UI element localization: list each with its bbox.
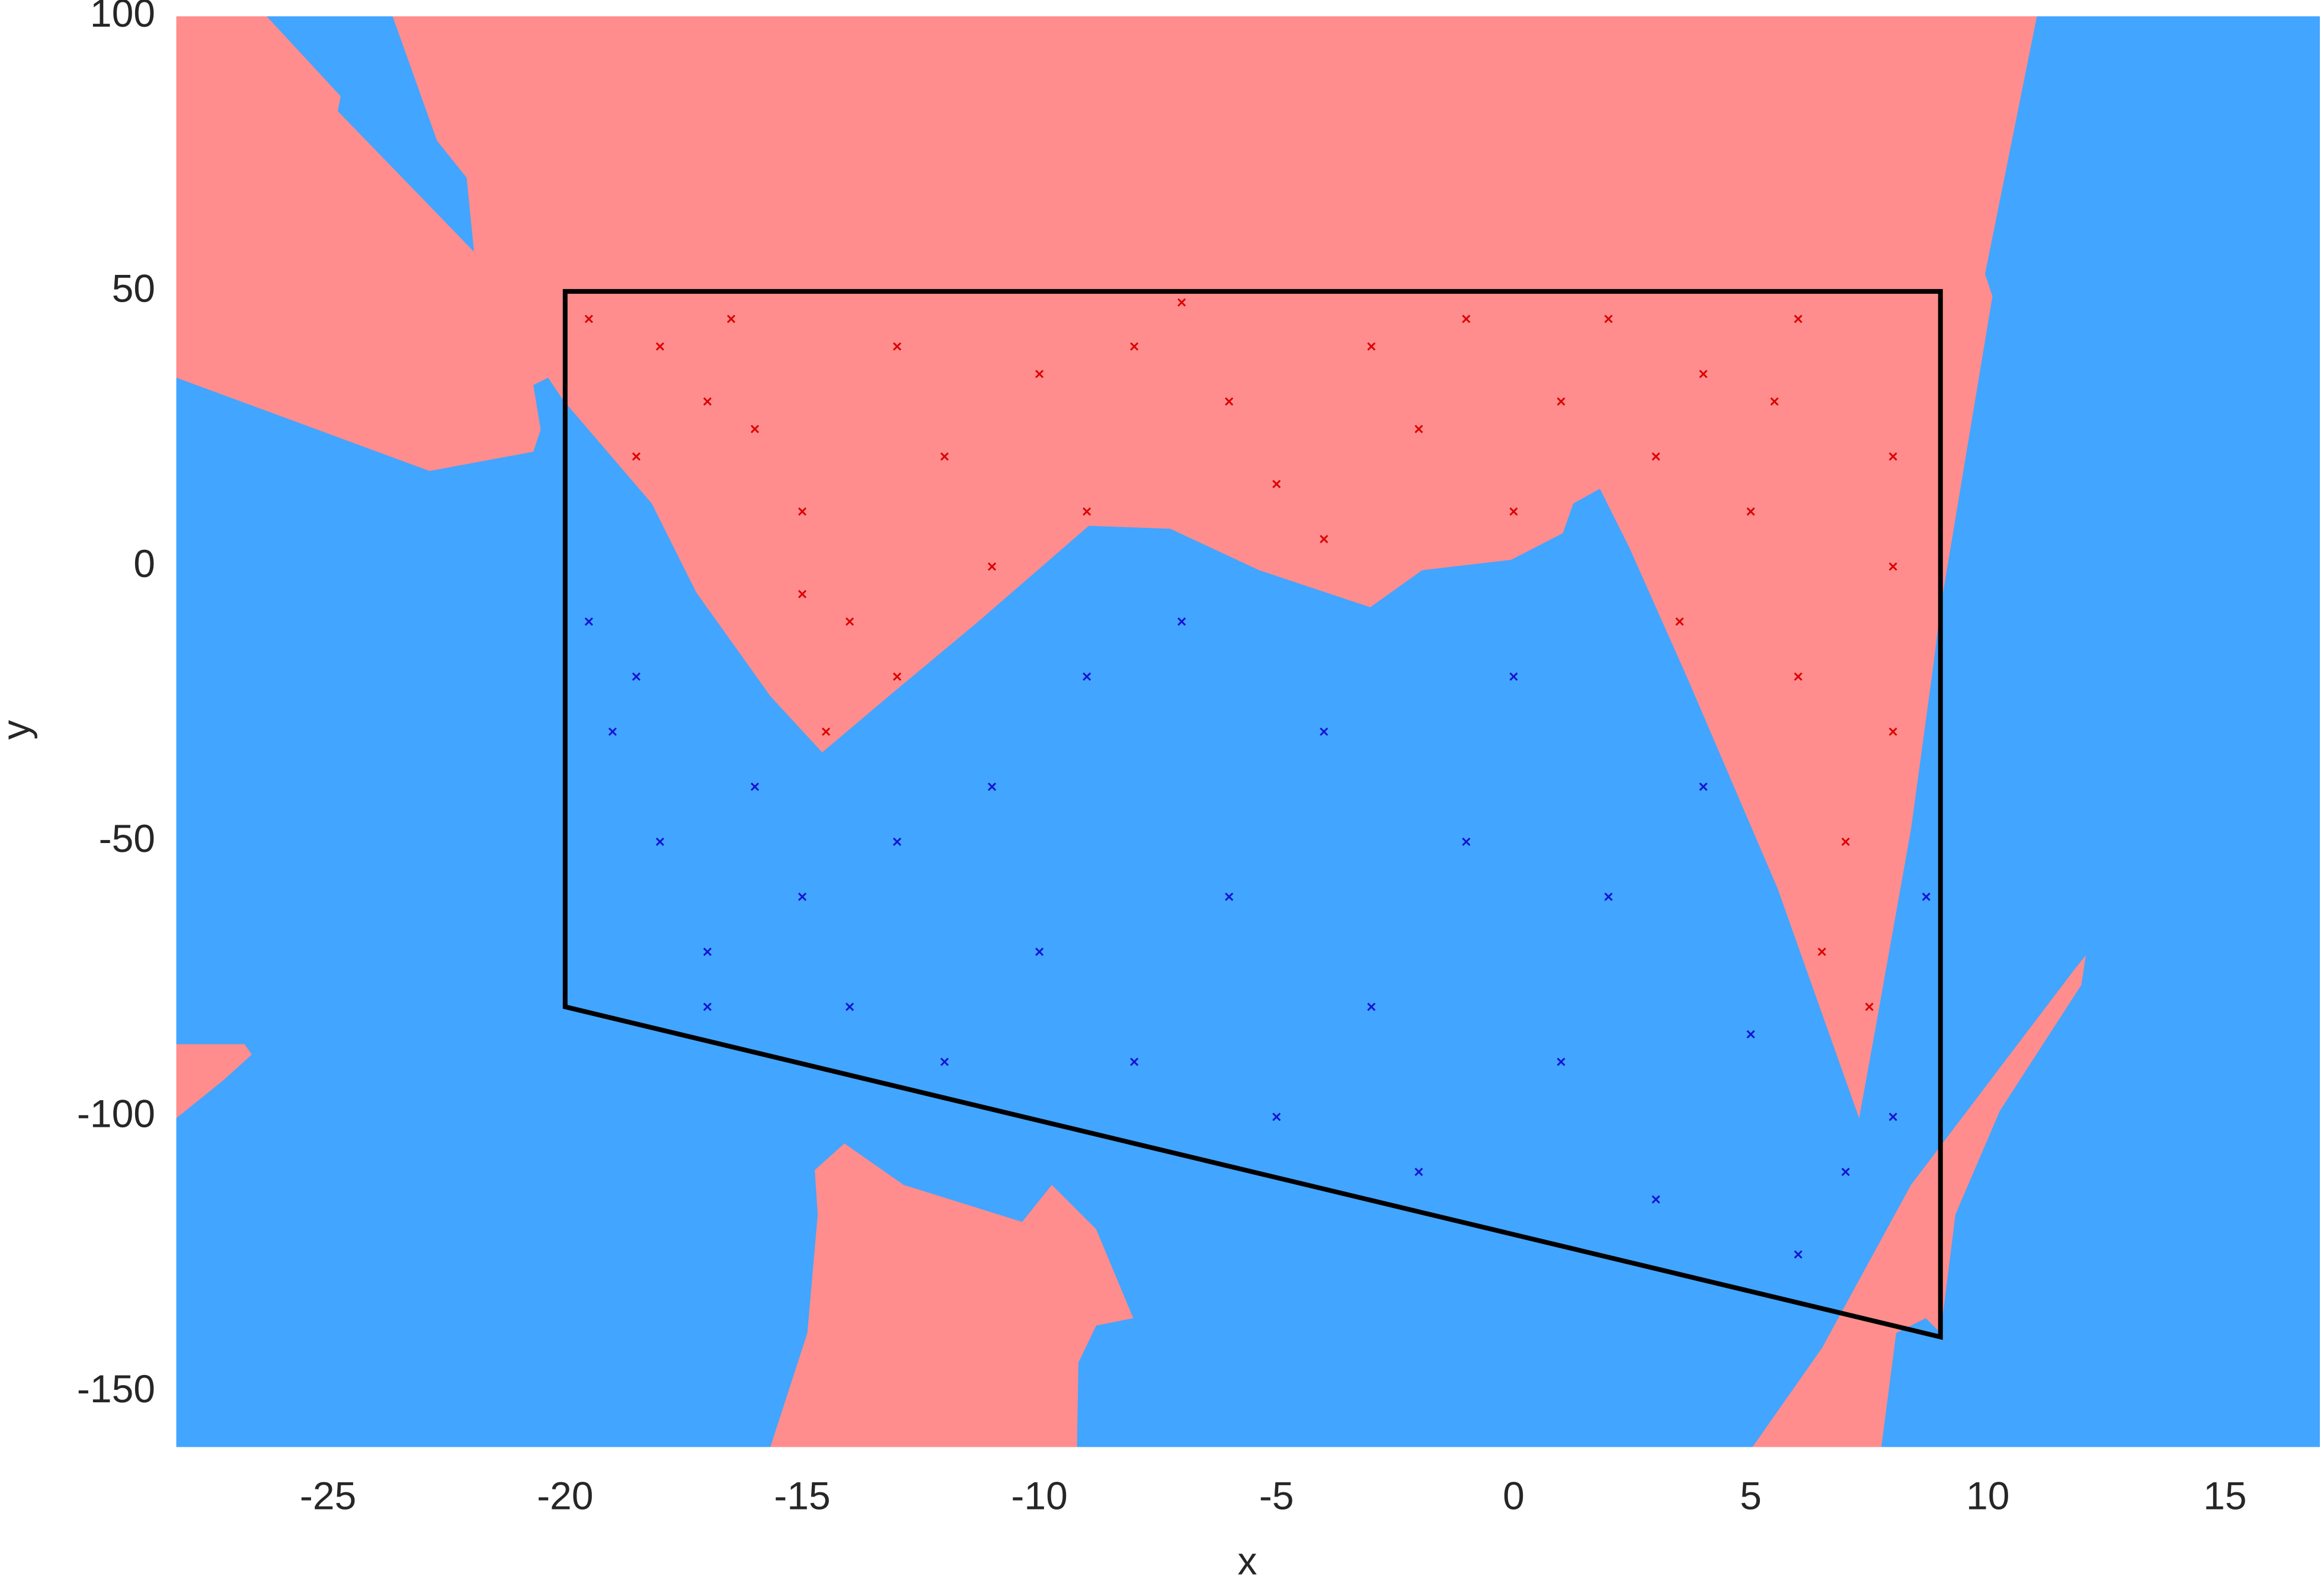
y-tick-label: -50 [99, 816, 155, 860]
region-red [176, 1044, 252, 1119]
point [703, 947, 712, 956]
point [750, 425, 759, 434]
point [703, 1002, 712, 1011]
point [1557, 397, 1566, 406]
point [1367, 1002, 1376, 1011]
x-tick-label: -10 [1011, 1473, 1067, 1517]
point [584, 617, 593, 626]
point [1130, 342, 1139, 351]
point [1888, 452, 1897, 461]
point [1888, 562, 1897, 571]
point [892, 342, 902, 351]
point [1177, 298, 1186, 307]
point [1699, 782, 1708, 791]
point [1557, 1058, 1566, 1066]
point [632, 672, 641, 681]
x-tick-label: 5 [1740, 1473, 1762, 1517]
point [1083, 507, 1091, 516]
point [1130, 1058, 1139, 1066]
point [1225, 892, 1234, 901]
point [940, 452, 949, 461]
point [1746, 507, 1755, 516]
region-red [770, 1143, 1134, 1447]
point [1320, 727, 1329, 736]
point [798, 589, 807, 598]
point [940, 1058, 949, 1066]
point [1817, 947, 1826, 956]
point [892, 672, 902, 681]
point [1888, 727, 1897, 736]
point [1083, 672, 1091, 681]
point [1414, 425, 1423, 434]
point [1922, 892, 1931, 901]
x-tick-label: 15 [2203, 1473, 2246, 1517]
point [1794, 672, 1803, 681]
region-red [1752, 955, 2086, 1447]
x-tick-label: -25 [300, 1473, 356, 1517]
point [821, 727, 831, 736]
point [1367, 342, 1376, 351]
point [1746, 1030, 1755, 1039]
point [1509, 507, 1518, 516]
point [1888, 1113, 1897, 1121]
point [798, 892, 807, 901]
point [1320, 534, 1329, 543]
x-axis-label: x [1238, 1539, 1257, 1582]
point [1651, 452, 1660, 461]
point [1035, 947, 1044, 956]
y-tick-label: -100 [77, 1092, 155, 1136]
point [1035, 370, 1044, 379]
point [1770, 397, 1779, 406]
point [1675, 617, 1684, 626]
point [988, 782, 997, 791]
point [845, 617, 854, 626]
point [1604, 315, 1613, 323]
point [1414, 1168, 1423, 1177]
point [1272, 1113, 1281, 1121]
point [798, 507, 807, 516]
point [1794, 1250, 1803, 1259]
point [608, 727, 617, 736]
point [584, 315, 593, 323]
point [845, 1002, 854, 1011]
point [892, 837, 902, 846]
point [1604, 892, 1613, 901]
point [1841, 1168, 1850, 1177]
point [1699, 370, 1708, 379]
x-tick-label: -5 [1259, 1473, 1294, 1517]
point [988, 562, 997, 571]
x-tick-label: -15 [774, 1473, 830, 1517]
x-tick-label: 0 [1503, 1473, 1525, 1517]
point [750, 782, 759, 791]
point [632, 452, 641, 461]
point [1865, 1002, 1874, 1011]
x-tick-label: -20 [537, 1473, 593, 1517]
y-tick-label: -150 [77, 1367, 155, 1411]
x-tick-label: 10 [1966, 1473, 2009, 1517]
point [1177, 617, 1186, 626]
point [655, 837, 664, 846]
decision-regions [176, 16, 2320, 1447]
y-tick-label: 50 [112, 266, 155, 310]
point [1225, 397, 1234, 406]
point [1272, 479, 1281, 489]
y-tick-label: 0 [133, 541, 155, 585]
point [1651, 1195, 1660, 1204]
point [703, 397, 712, 406]
point [655, 342, 664, 351]
point [726, 315, 735, 323]
point [1462, 837, 1471, 846]
point [1794, 315, 1803, 323]
point [1841, 837, 1850, 846]
point [1462, 315, 1471, 323]
y-tick-label: 100 [90, 0, 155, 35]
y-axis-label: y [0, 720, 37, 740]
point [1509, 672, 1518, 681]
polygon-boundary [562, 289, 1943, 1340]
